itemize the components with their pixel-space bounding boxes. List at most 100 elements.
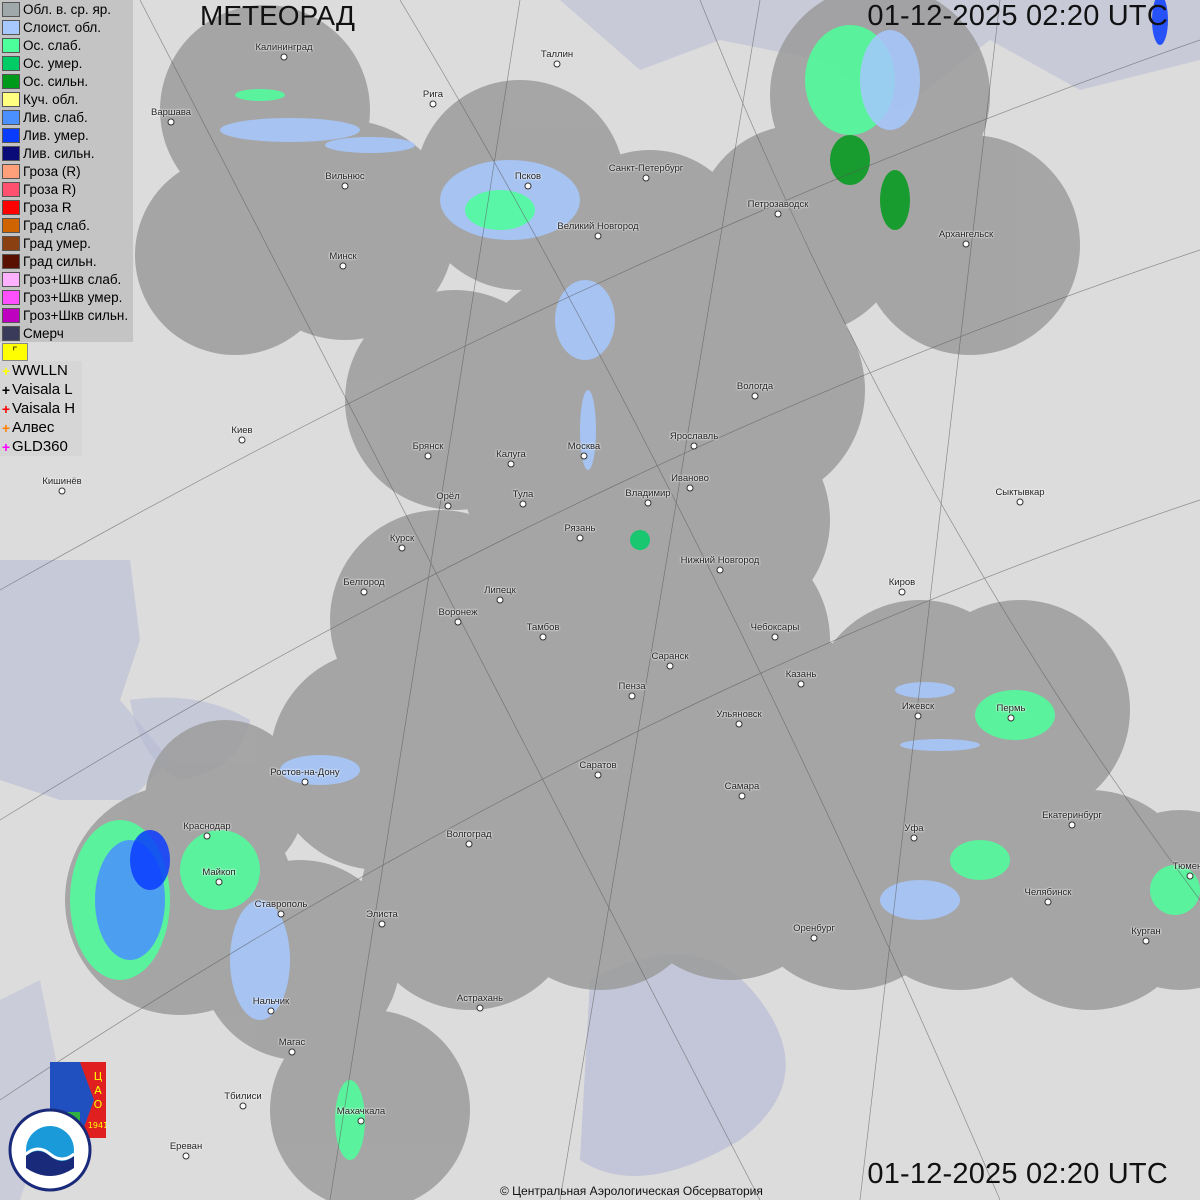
legend-item: Лив. сильн. [0, 144, 133, 162]
legend-item: Слоист. обл. [0, 18, 133, 36]
copyright: © Центральная Аэрологическая Обсерватори… [500, 1184, 763, 1198]
city-marker [751, 392, 759, 400]
precipitation-echo [830, 135, 870, 185]
legend-item: Град сильн. [0, 252, 133, 270]
precipitation-echo [325, 137, 415, 153]
legend-item: Лив. умер. [0, 126, 133, 144]
city-marker [524, 182, 532, 190]
city-marker [167, 118, 175, 126]
city-label: Вологда [736, 381, 774, 392]
city-label: Уфа [904, 823, 924, 834]
legend-swatch [2, 1, 20, 17]
city-label: Чебоксары [750, 622, 800, 633]
legend-label: Гроз+Шкв сильн. [23, 307, 129, 323]
city-marker [771, 633, 779, 641]
city-label: Тюмень [1172, 861, 1200, 872]
radar-coverage-circle [270, 1010, 470, 1200]
legend-swatch [2, 181, 20, 197]
precipitation-echo [180, 830, 260, 910]
precipitation-echo [580, 390, 596, 470]
city-marker [666, 662, 674, 670]
city-label: Санкт-Петербург [608, 163, 684, 174]
legend-item: Ос. сильн. [0, 72, 133, 90]
precipitation-echo [465, 190, 535, 230]
legend-swatch [2, 163, 20, 179]
legend-label: Лив. слаб. [23, 109, 88, 125]
legend-label: Гроза (R) [23, 163, 81, 179]
roshydromet-logo [8, 1108, 92, 1192]
radar-coverage-circle [1090, 810, 1200, 990]
city-marker [203, 832, 211, 840]
city-label: Рязань [564, 523, 596, 534]
legend-label: Гроза R) [23, 181, 77, 197]
city-marker [215, 878, 223, 886]
city-marker [910, 834, 918, 842]
legend-item: Лив. слаб. [0, 108, 133, 126]
city-marker [594, 232, 602, 240]
city-label: Ростов-на-Дону [270, 767, 340, 778]
precipitation-echo [235, 89, 285, 101]
city-marker [1142, 937, 1150, 945]
legend-label: Куч. обл. [23, 91, 79, 107]
city-label: Иваново [671, 473, 709, 484]
city-label: Орёл [436, 491, 460, 502]
city-marker [738, 792, 746, 800]
city-marker [686, 484, 694, 492]
city-label: Саратов [579, 760, 617, 771]
legend-label: Гроз+Шкв умер. [23, 289, 123, 305]
precipitation-echo [220, 118, 360, 142]
city-marker [810, 934, 818, 942]
city-label: Курган [1131, 926, 1161, 937]
city-marker [288, 1048, 296, 1056]
city-marker [690, 442, 698, 450]
legend-item: Гроз+Шкв сильн. [0, 306, 133, 324]
city-label: Тула [512, 489, 534, 500]
precipitation-echo [900, 739, 980, 751]
city-marker [898, 588, 906, 596]
city-label: Владимир [625, 488, 671, 499]
city-label: Ставрополь [254, 899, 308, 910]
city-marker [774, 210, 782, 218]
legend-swatch [2, 289, 20, 305]
timestamp-top: 01-12-2025 02:20 UTC [867, 0, 1168, 32]
city-label: Тбилиси [224, 1091, 262, 1102]
svg-text:1941: 1941 [88, 1121, 106, 1130]
radar-coverage-circle [135, 155, 335, 355]
city-label: Казань [785, 669, 817, 680]
lightning-cross-icon: + [1, 419, 11, 436]
lightning-cross-icon: + [1, 362, 11, 379]
city-marker [962, 240, 970, 248]
city-marker [914, 712, 922, 720]
radar-coverage-circle [860, 135, 1080, 355]
precipitation-echo [880, 170, 910, 230]
city-marker [735, 720, 743, 728]
city-label: Петрозаводск [747, 199, 809, 210]
legend-swatch [2, 91, 20, 107]
city-label: Кишинёв [42, 476, 82, 487]
city-label: Варшава [150, 107, 192, 118]
city-marker [1044, 898, 1052, 906]
precipitation-legend: Обл. в. ср. яр. Слоист. обл. Ос. слаб. Ос. … [0, 0, 133, 342]
city-label: Таллин [540, 49, 574, 60]
legend-swatch [2, 307, 20, 323]
city-label: Самара [724, 781, 760, 792]
city-marker [360, 588, 368, 596]
city-label: Пенза [618, 681, 646, 692]
precipitation-echo [280, 755, 360, 785]
precipitation-echo [630, 530, 650, 550]
legend-label: Гроза R [23, 199, 72, 215]
city-label: Вильнюс [325, 171, 365, 182]
city-label: Курск [389, 533, 415, 544]
city-label: Ярославль [669, 431, 719, 442]
city-label: Брянск [412, 441, 444, 452]
city-label: Тамбов [526, 622, 560, 633]
lightning-network-item: + Vaisala H [0, 399, 82, 418]
precipitation-echo [130, 830, 170, 890]
city-label: Калининград [255, 42, 313, 53]
city-marker [378, 920, 386, 928]
legend-label: Град сильн. [23, 253, 97, 269]
city-label: Махачкала [336, 1106, 386, 1117]
legend-item: Ос. слаб. [0, 36, 133, 54]
flag-toggle-button[interactable]: ⌜ [2, 343, 28, 361]
